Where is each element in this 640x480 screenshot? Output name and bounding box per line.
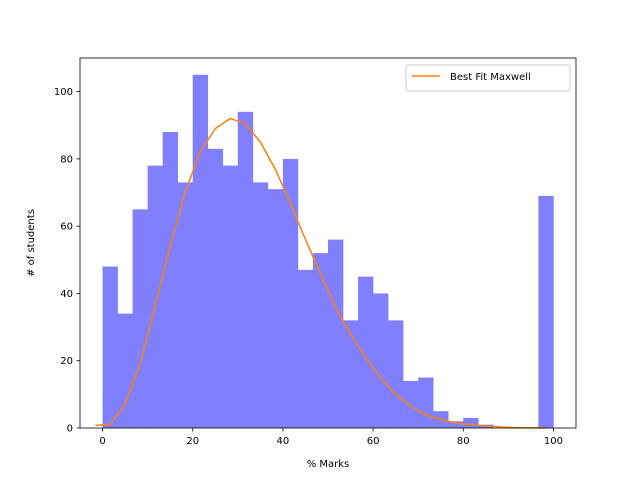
legend-label: Best Fit Maxwell [450,72,531,83]
histogram-bar [237,111,254,429]
y-tick-label: 80 [60,154,73,165]
plot-area-frame [79,57,577,429]
x-tick-label: 60 [367,436,380,447]
histogram-bar [418,377,434,428]
histogram-bar [327,239,344,428]
histogram-bar [463,417,479,428]
histogram-bar [538,195,554,428]
histogram-bar [252,182,269,428]
histogram-bar [207,148,224,428]
y-tick-label: 40 [60,289,73,300]
histogram-bar [147,165,163,429]
x-axis-label: % Marks [307,459,350,470]
y-tick-label: 0 [67,424,73,435]
histogram-bar [343,320,359,428]
histogram-bar [373,293,389,428]
histogram-bar [162,132,178,428]
x-tick-label: 0 [99,436,105,447]
fit-line-group [95,117,546,429]
histogram-bar [117,313,133,428]
histogram-bar [102,266,118,428]
x-tick-label: 40 [277,436,290,447]
x-axis-ticks: 0 20 40 60 80 100 [99,428,563,447]
histogram-bar [312,253,329,428]
y-tick-label: 20 [60,356,73,367]
histogram-bar [403,380,419,428]
fit-line [95,117,546,429]
histogram-bar [192,74,209,429]
histogram-bar [448,421,464,428]
y-tick-label: 100 [54,87,73,98]
histogram-bars [102,74,554,429]
histogram-bar [177,182,194,428]
histogram-bar [222,165,239,429]
y-tick-label: 60 [60,222,73,233]
x-tick-label: 20 [186,436,199,447]
histogram-bar [358,276,374,428]
histogram-bar [267,189,284,428]
y-axis-ticks: 0 20 40 60 80 100 [54,87,80,435]
y-axis-label: # of students [26,209,37,277]
histogram-bar [132,209,148,428]
histogram-bar [297,269,314,428]
x-tick-label: 100 [544,436,563,447]
legend-box [405,64,571,92]
x-tick-label: 80 [457,436,470,447]
histogram-bar [282,158,299,428]
histogram-bar [388,320,404,428]
legend: Best Fit Maxwell [405,64,571,92]
